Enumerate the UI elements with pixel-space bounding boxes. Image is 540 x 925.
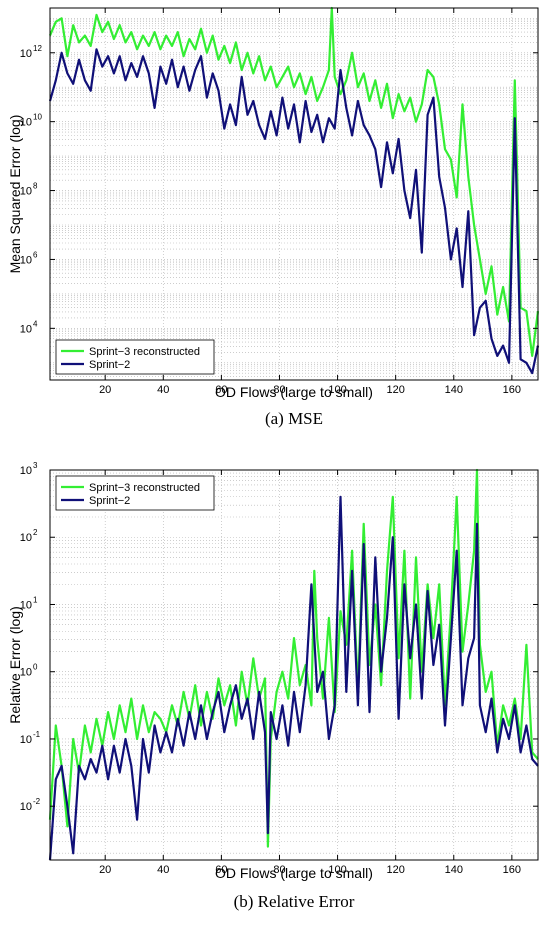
x-tick-label: 20 [99, 384, 111, 396]
y-tick-exponent: -2 [33, 797, 41, 806]
y-tick-exponent: 8 [33, 182, 38, 191]
y-tick-exponent: 4 [33, 319, 38, 328]
series-line-sprint2 [48, 48, 540, 375]
x-tick-label: 140 [445, 384, 463, 396]
y-tick-label: 10 [20, 48, 32, 60]
y-tick-label: 10 [20, 667, 32, 679]
axes-frame [49, 469, 539, 861]
x-tick-label: 160 [503, 384, 521, 396]
y-tick-exponent: 1 [33, 595, 38, 604]
x-tick-label: 40 [157, 864, 169, 876]
series-line-sprint3 [48, 6, 540, 357]
legend-box [55, 339, 215, 375]
chart-caption: (a) MSE [265, 409, 323, 428]
x-tick-label: 120 [386, 384, 404, 396]
x-tick-label: 60 [215, 864, 227, 876]
x-tick-label: 100 [328, 384, 346, 396]
y-tick-exponent: 2 [33, 528, 38, 537]
axes-frame [49, 7, 539, 381]
chart-caption: (b) Relative Error [234, 892, 355, 911]
legend-box [55, 475, 215, 511]
y-tick-label: 10 [20, 734, 32, 746]
y-tick-label: 10 [20, 801, 32, 813]
y-tick-exponent: 0 [33, 663, 38, 672]
x-tick-label: 40 [157, 384, 169, 396]
y-tick-exponent: 6 [33, 250, 38, 259]
series-line-sprint2 [48, 495, 539, 861]
x-tick-label: 80 [273, 864, 285, 876]
x-axis-label: OD Flows (large to small) [215, 865, 373, 881]
x-tick-label: 20 [99, 864, 111, 876]
plot-area [50, 470, 538, 860]
x-tick-label: 100 [328, 864, 346, 876]
y-tick-exponent: -1 [33, 730, 41, 739]
y-tick-exponent: 3 [33, 461, 38, 470]
x-axis-label: OD Flows (large to small) [215, 384, 373, 400]
x-tick-label: 60 [215, 384, 227, 396]
y-tick-label: 10 [20, 117, 32, 129]
y-tick-label: 10 [20, 532, 32, 544]
x-tick-label: 80 [273, 384, 285, 396]
y-tick-label: 10 [20, 254, 32, 266]
legend-label: Sprint−2 [89, 495, 130, 507]
x-tick-label: 120 [386, 864, 404, 876]
y-axis-label: Relative Error (log) [7, 606, 23, 723]
legend-label: Sprint−2 [89, 359, 130, 371]
legend-label: Sprint−3 reconstructed [89, 482, 200, 494]
legend-label: Sprint−3 reconstructed [89, 346, 200, 358]
y-tick-label: 10 [20, 186, 32, 198]
y-tick-label: 10 [20, 599, 32, 611]
y-tick-exponent: 10 [33, 113, 42, 122]
x-tick-label: 140 [445, 864, 463, 876]
y-tick-label: 10 [20, 323, 32, 335]
series-line-sprint3 [48, 468, 539, 848]
y-tick-label: 10 [20, 465, 32, 477]
x-tick-label: 160 [503, 864, 521, 876]
y-axis-label: Mean Squared Error (log) [7, 115, 23, 274]
y-tick-exponent: 12 [33, 44, 42, 53]
